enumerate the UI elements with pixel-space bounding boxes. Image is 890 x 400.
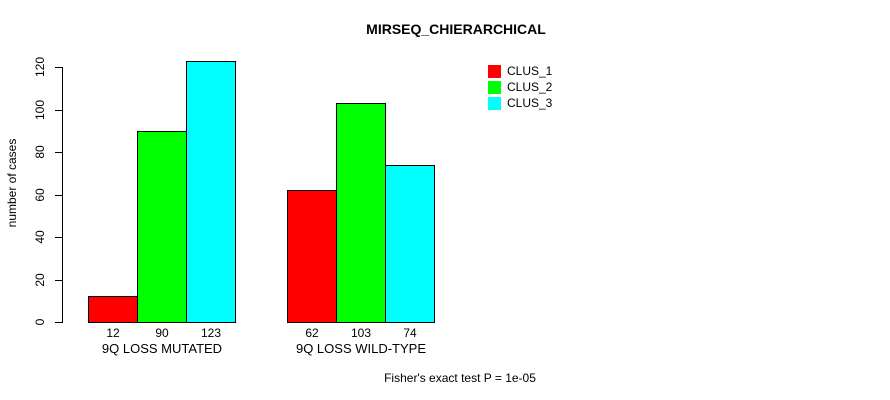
annotation-text: Fisher's exact test P = 1e-05 [384, 371, 536, 385]
y-tick-label: 100 [33, 99, 47, 121]
bar-clus_2-group2 [336, 103, 386, 323]
bar-clus_1-group2 [287, 190, 337, 323]
y-tick-label: 0 [33, 318, 47, 326]
bar-clus_1-group1 [88, 296, 138, 323]
legend-label-clus-3: CLUS_3 [507, 96, 553, 110]
y-tick-label: 60 [33, 188, 47, 202]
legend-swatch-clus-1 [488, 65, 501, 78]
y-tick-label: 40 [33, 230, 47, 244]
category-label: 9Q LOSS MUTATED [101, 341, 223, 356]
legend-swatch-clus-2 [488, 81, 501, 94]
bar-value-label: 62 [305, 326, 319, 340]
y-axis-tick [55, 322, 62, 323]
legend-label-clus-1: CLUS_1 [507, 64, 553, 78]
y-axis-tick [55, 152, 62, 153]
chart-title: MIRSEQ_CHIERARCHICAL [366, 21, 546, 37]
legend-swatch-clus-3 [488, 97, 501, 110]
y-axis-tick [55, 195, 62, 196]
legend: CLUS_1 CLUS_2 CLUS_3 [488, 65, 552, 113]
bar-value-label: 12 [106, 326, 120, 340]
y-axis-tick [55, 67, 62, 68]
legend-item-clus-1: CLUS_1 [488, 65, 552, 78]
category-label: 9Q LOSS WILD-TYPE [295, 341, 427, 356]
bar-value-label: 123 [200, 326, 222, 340]
bar-clus_2-group1 [137, 131, 187, 323]
bar-clus_3-group2 [385, 165, 435, 323]
y-tick-label: 80 [33, 145, 47, 159]
bar-value-label: 103 [350, 326, 372, 340]
y-axis-tick [55, 110, 62, 111]
bar-clus_3-group1 [186, 61, 236, 323]
y-axis-tick [55, 280, 62, 281]
y-tick-label: 20 [33, 273, 47, 287]
bar-value-label: 74 [403, 326, 417, 340]
legend-label-clus-2: CLUS_2 [507, 80, 553, 94]
y-axis-line [62, 67, 63, 323]
legend-item-clus-3: CLUS_3 [488, 97, 552, 110]
bar-value-label: 90 [155, 326, 169, 340]
legend-item-clus-2: CLUS_2 [488, 81, 552, 94]
y-axis-tick [55, 237, 62, 238]
y-tick-label: 120 [33, 56, 47, 78]
